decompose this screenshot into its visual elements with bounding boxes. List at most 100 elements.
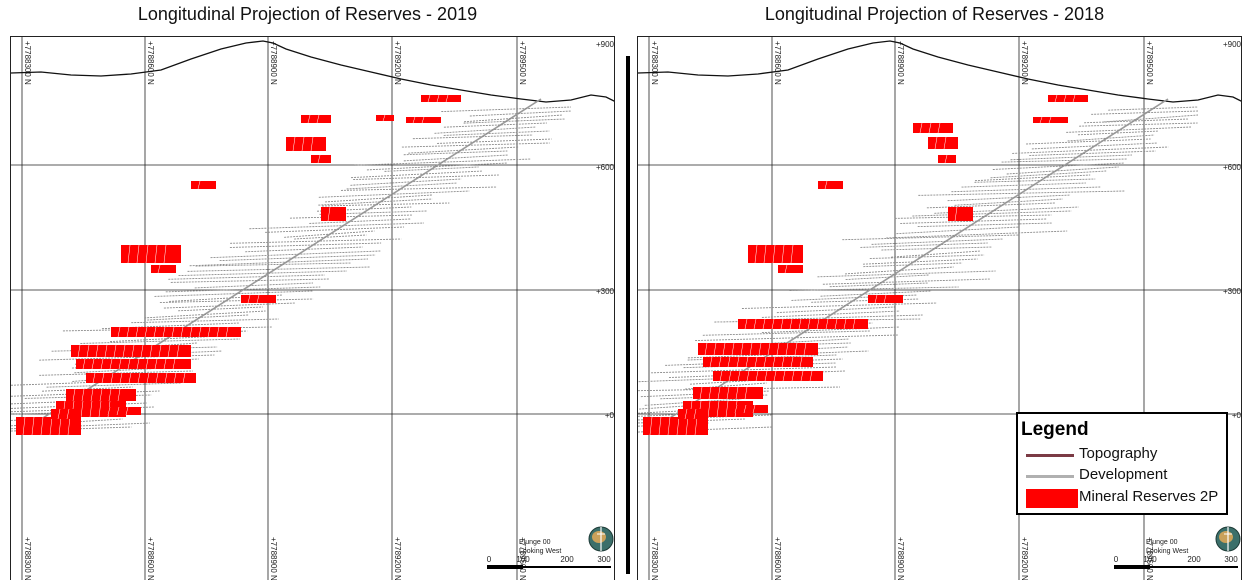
stope-line xyxy=(110,372,114,384)
development-drift xyxy=(318,198,433,206)
stope-line xyxy=(118,358,122,370)
stope-line xyxy=(116,406,120,416)
stope-line xyxy=(809,370,813,382)
scale-tick-label: 300 xyxy=(1224,555,1238,564)
reserve-block xyxy=(376,115,394,121)
development-drift xyxy=(651,366,837,374)
development-drift xyxy=(871,238,1004,245)
stope-line xyxy=(919,122,923,134)
elevation-label: +900 xyxy=(1223,40,1242,49)
reserve-block xyxy=(301,115,331,123)
development-drift xyxy=(726,338,850,347)
stope-line xyxy=(658,416,662,436)
stope-line xyxy=(782,370,786,382)
stope-line xyxy=(676,416,680,436)
development-drift xyxy=(761,310,900,318)
stope-line xyxy=(127,358,131,370)
mineral-reserves xyxy=(643,94,1088,436)
development-drift xyxy=(284,230,375,238)
stope-line xyxy=(197,180,201,190)
development-drift xyxy=(159,298,314,303)
stope-line xyxy=(436,94,440,103)
elevation-label: +900 xyxy=(596,40,615,49)
stope-line xyxy=(86,344,90,358)
development-drift xyxy=(912,210,1072,217)
stope-line xyxy=(776,342,780,356)
legend-label: Development xyxy=(1079,466,1168,483)
development-drift xyxy=(844,266,954,275)
reserve-block xyxy=(678,409,708,419)
stope-line xyxy=(144,326,148,338)
development-drift xyxy=(144,310,266,319)
stope-line xyxy=(117,388,121,402)
stope-line xyxy=(713,342,717,356)
stope-line xyxy=(158,344,162,358)
reserve-block xyxy=(406,117,441,123)
legend-item-topography: Topography xyxy=(1022,445,1222,465)
reserve-block xyxy=(86,373,196,383)
development-drift xyxy=(249,222,425,230)
development-drift xyxy=(366,162,508,171)
development-drift xyxy=(926,202,1055,209)
stope-line xyxy=(108,388,112,402)
development-drift xyxy=(954,198,1063,206)
northing-label-bottom: +7789500 N xyxy=(518,537,527,580)
development-drift xyxy=(219,254,376,262)
development-drift xyxy=(1077,130,1159,136)
stope-line xyxy=(736,356,740,368)
development-drift xyxy=(229,242,382,248)
development-drift xyxy=(39,354,215,361)
stope-line xyxy=(100,358,104,370)
development-drift xyxy=(822,278,991,285)
reserve-block xyxy=(738,319,868,329)
stope-line xyxy=(225,326,229,338)
reserve-block xyxy=(101,407,141,415)
northing-label-top: +7789200 N xyxy=(393,41,402,85)
stope-line xyxy=(789,318,793,330)
development-drift xyxy=(350,178,462,186)
stope-line xyxy=(119,372,123,384)
development-drift xyxy=(351,170,483,179)
scale-tick-label: 100 xyxy=(1143,555,1157,564)
stope-line xyxy=(145,358,149,370)
stope-line xyxy=(90,388,94,402)
stope-line xyxy=(153,326,157,338)
northing-label-bottom: +7789200 N xyxy=(1020,537,1029,580)
stope-line xyxy=(66,408,70,420)
stope-line xyxy=(189,326,193,338)
northing-label-bottom: +7788600 N xyxy=(146,537,155,580)
stope-line xyxy=(135,326,139,338)
development-drift xyxy=(147,314,249,321)
reserve-block xyxy=(698,343,818,355)
development-drift xyxy=(1026,138,1151,145)
stope-line xyxy=(781,356,785,368)
stope-line xyxy=(136,244,140,264)
development-drift xyxy=(869,254,985,259)
stope-line xyxy=(1048,116,1052,124)
stope-line xyxy=(803,342,807,356)
development-drift xyxy=(992,162,1125,170)
stope-line xyxy=(753,318,757,330)
stope-line xyxy=(758,342,762,356)
stope-line xyxy=(740,342,744,356)
northing-label-top: +7789500 N xyxy=(518,41,527,85)
development-drift xyxy=(294,234,367,240)
reserve-block xyxy=(51,409,81,419)
projection-frame: +7788300 N +7788300 N +7788600 N +7788600 N… xyxy=(10,36,615,580)
stope-line xyxy=(943,136,947,150)
development-drift xyxy=(165,286,321,293)
looking-label: Looking West xyxy=(519,548,561,555)
stope-line xyxy=(77,344,81,358)
development-drift xyxy=(886,230,1068,239)
development-drift xyxy=(789,286,959,291)
development-drift xyxy=(741,302,938,309)
scale-bar-segment xyxy=(487,565,523,569)
stope-line xyxy=(172,358,176,370)
development-drift xyxy=(46,382,182,388)
projection-panel-2019: Longitudinal Projection of Reserves - 20… xyxy=(0,0,615,580)
topography-line xyxy=(638,40,1241,103)
development-drift xyxy=(187,266,370,272)
stope-line xyxy=(136,358,140,370)
stope-line xyxy=(883,294,887,304)
northing-label-top: +7788900 N xyxy=(896,41,905,85)
